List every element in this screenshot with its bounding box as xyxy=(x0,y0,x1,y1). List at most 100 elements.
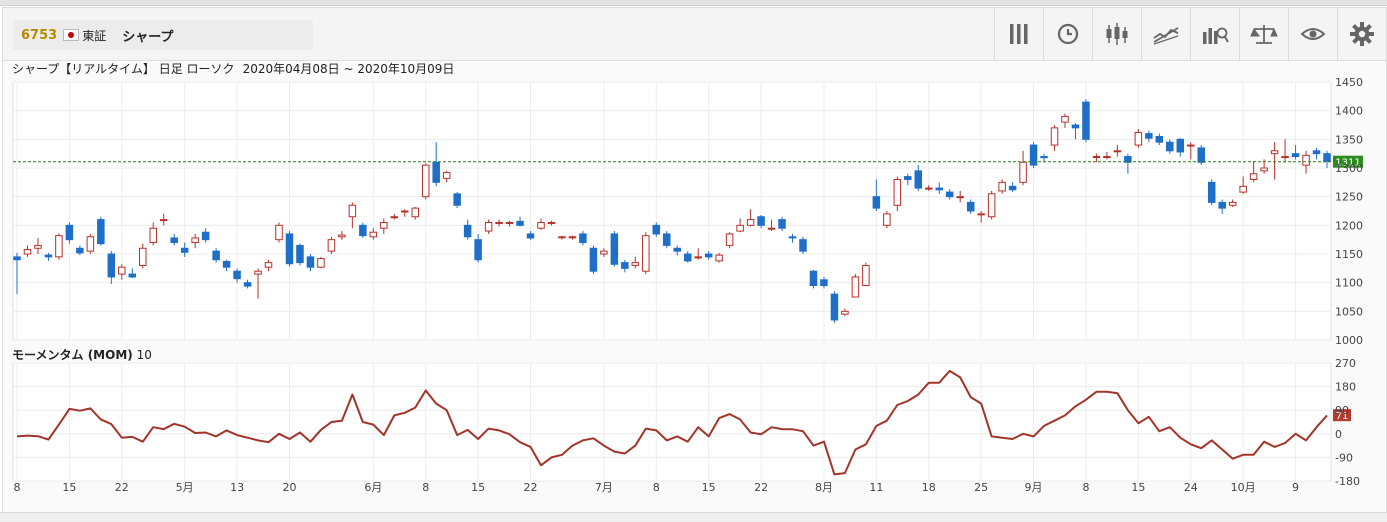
chart-date-range: 2020年04月08日 ~ 2020年10月09日 xyxy=(242,62,455,76)
candle-body-down xyxy=(1124,156,1132,163)
settings-button[interactable] xyxy=(1337,8,1386,60)
candle-body-down xyxy=(704,253,713,258)
price-tick-label: 1100 xyxy=(1335,277,1363,290)
candle-body-down xyxy=(201,231,210,241)
date-tick-label: 18 xyxy=(922,481,936,494)
candle-body-up xyxy=(537,221,545,229)
candle-body-down xyxy=(683,253,692,262)
price-tick-label: 1250 xyxy=(1335,191,1363,204)
candle-body-up xyxy=(55,235,63,258)
candle-body-up xyxy=(893,178,902,206)
candle-body-down xyxy=(1291,153,1300,158)
candle-body-down xyxy=(1008,185,1017,191)
candle-body-down xyxy=(180,247,189,253)
date-tick-label: 15 xyxy=(471,481,485,494)
momentum-value-badge xyxy=(1333,409,1351,422)
momentum-tick-label: -90 xyxy=(1335,451,1353,464)
date-tick-label: 10月 xyxy=(1231,481,1256,494)
vertical-bars-icon xyxy=(1010,24,1028,44)
candle-body-down xyxy=(128,273,137,278)
candle-body-down xyxy=(463,224,472,238)
candle-body-up xyxy=(254,270,262,275)
candle-body-down xyxy=(243,282,252,287)
candle-body-up xyxy=(1187,144,1195,147)
candle-body-down xyxy=(935,187,943,191)
scale-icon xyxy=(1250,25,1278,44)
candle-body-down xyxy=(306,256,315,268)
price-panel-grid xyxy=(12,81,1332,341)
candle-body-up xyxy=(380,221,388,229)
date-tick-label: 5月 xyxy=(176,481,194,494)
momentum-tick-label: 0 xyxy=(1335,428,1342,441)
candle-body-down xyxy=(1166,141,1174,152)
date-tick-label: 11 xyxy=(869,481,883,494)
candle-body-up xyxy=(1113,150,1122,153)
candle-body-up xyxy=(987,193,996,218)
date-tick-label: 15 xyxy=(702,481,716,494)
japan-flag-icon xyxy=(63,29,80,41)
candle-body-down xyxy=(799,239,807,252)
clock-icon xyxy=(1057,23,1079,45)
candlestick-button[interactable] xyxy=(1092,8,1141,60)
trend-line-button[interactable] xyxy=(1141,8,1190,60)
candle-body-down xyxy=(589,247,598,272)
search-chart-button[interactable] xyxy=(1190,8,1239,60)
candle-body-up xyxy=(1092,156,1101,159)
date-tick-label: 6月 xyxy=(364,481,382,494)
candle-body-down xyxy=(1197,147,1205,163)
momentum-tick-label: 270 xyxy=(1335,357,1356,370)
candle-body-down xyxy=(1312,150,1321,155)
candle-body-up xyxy=(736,224,744,232)
date-tick-label: 22 xyxy=(115,481,129,494)
candle-body-down xyxy=(1207,181,1216,203)
candle-body-up xyxy=(1270,150,1279,155)
candle-body-up xyxy=(338,234,346,238)
candle-body-down xyxy=(904,176,912,180)
momentum-title-name: モーメンタム (MOM) xyxy=(12,348,133,362)
candle-body-up xyxy=(1239,185,1247,193)
scale-button[interactable] xyxy=(1239,8,1288,60)
candle-body-up xyxy=(1260,167,1268,172)
candle-body-down xyxy=(97,219,105,245)
candle-body-up xyxy=(841,310,849,315)
candle-body-up xyxy=(694,256,702,259)
date-tick-label: 8 xyxy=(14,481,21,494)
candle-body-up xyxy=(1103,156,1111,159)
candle-body-down xyxy=(945,191,954,198)
eye-button[interactable] xyxy=(1288,8,1337,60)
search-chart-icon xyxy=(1203,27,1229,44)
date-tick-label: 15 xyxy=(62,481,76,494)
price-plot-area xyxy=(12,81,1332,341)
candle-body-down xyxy=(1029,144,1038,166)
candle-body-up xyxy=(547,221,556,224)
candle-body-up xyxy=(118,266,126,275)
candle-body-up xyxy=(505,221,514,224)
date-tick-label: 22 xyxy=(524,481,538,494)
candle-body-down xyxy=(1071,124,1080,129)
date-axis: 8 15 22 5月 13 20 6月 8 15 22 7月 8 15 22 8月 11 18 25 9月 8 15 24… xyxy=(14,481,1300,494)
price-tick-label: 1400 xyxy=(1335,105,1363,118)
scroll-bar[interactable] xyxy=(0,512,1387,522)
candle-body-down xyxy=(663,233,671,246)
candle-body-down xyxy=(453,193,461,206)
vertical-bars-button[interactable] xyxy=(994,8,1043,60)
candle-body-up xyxy=(862,264,870,287)
momentum-title: モーメンタム (MOM) 10 xyxy=(12,346,152,363)
window-top-edge xyxy=(0,0,1387,6)
candle-body-down xyxy=(516,220,524,226)
candle-body-down xyxy=(44,254,53,258)
price-tick-label: 1200 xyxy=(1335,219,1363,232)
candle-body-down xyxy=(1082,101,1090,140)
candle-body-up xyxy=(264,262,273,268)
momentum-series: 71 xyxy=(16,369,1351,476)
date-tick-label: 8 xyxy=(1082,481,1089,494)
candle-body-down xyxy=(872,196,881,209)
candle-body-up xyxy=(767,227,776,230)
momentum-plot-area xyxy=(12,362,1332,482)
clock-button[interactable] xyxy=(1043,8,1092,60)
candle-body-up xyxy=(191,237,199,244)
candle-body-down xyxy=(621,262,629,269)
candle-body-up xyxy=(925,187,933,190)
price-tick-label: 1300 xyxy=(1335,162,1363,175)
